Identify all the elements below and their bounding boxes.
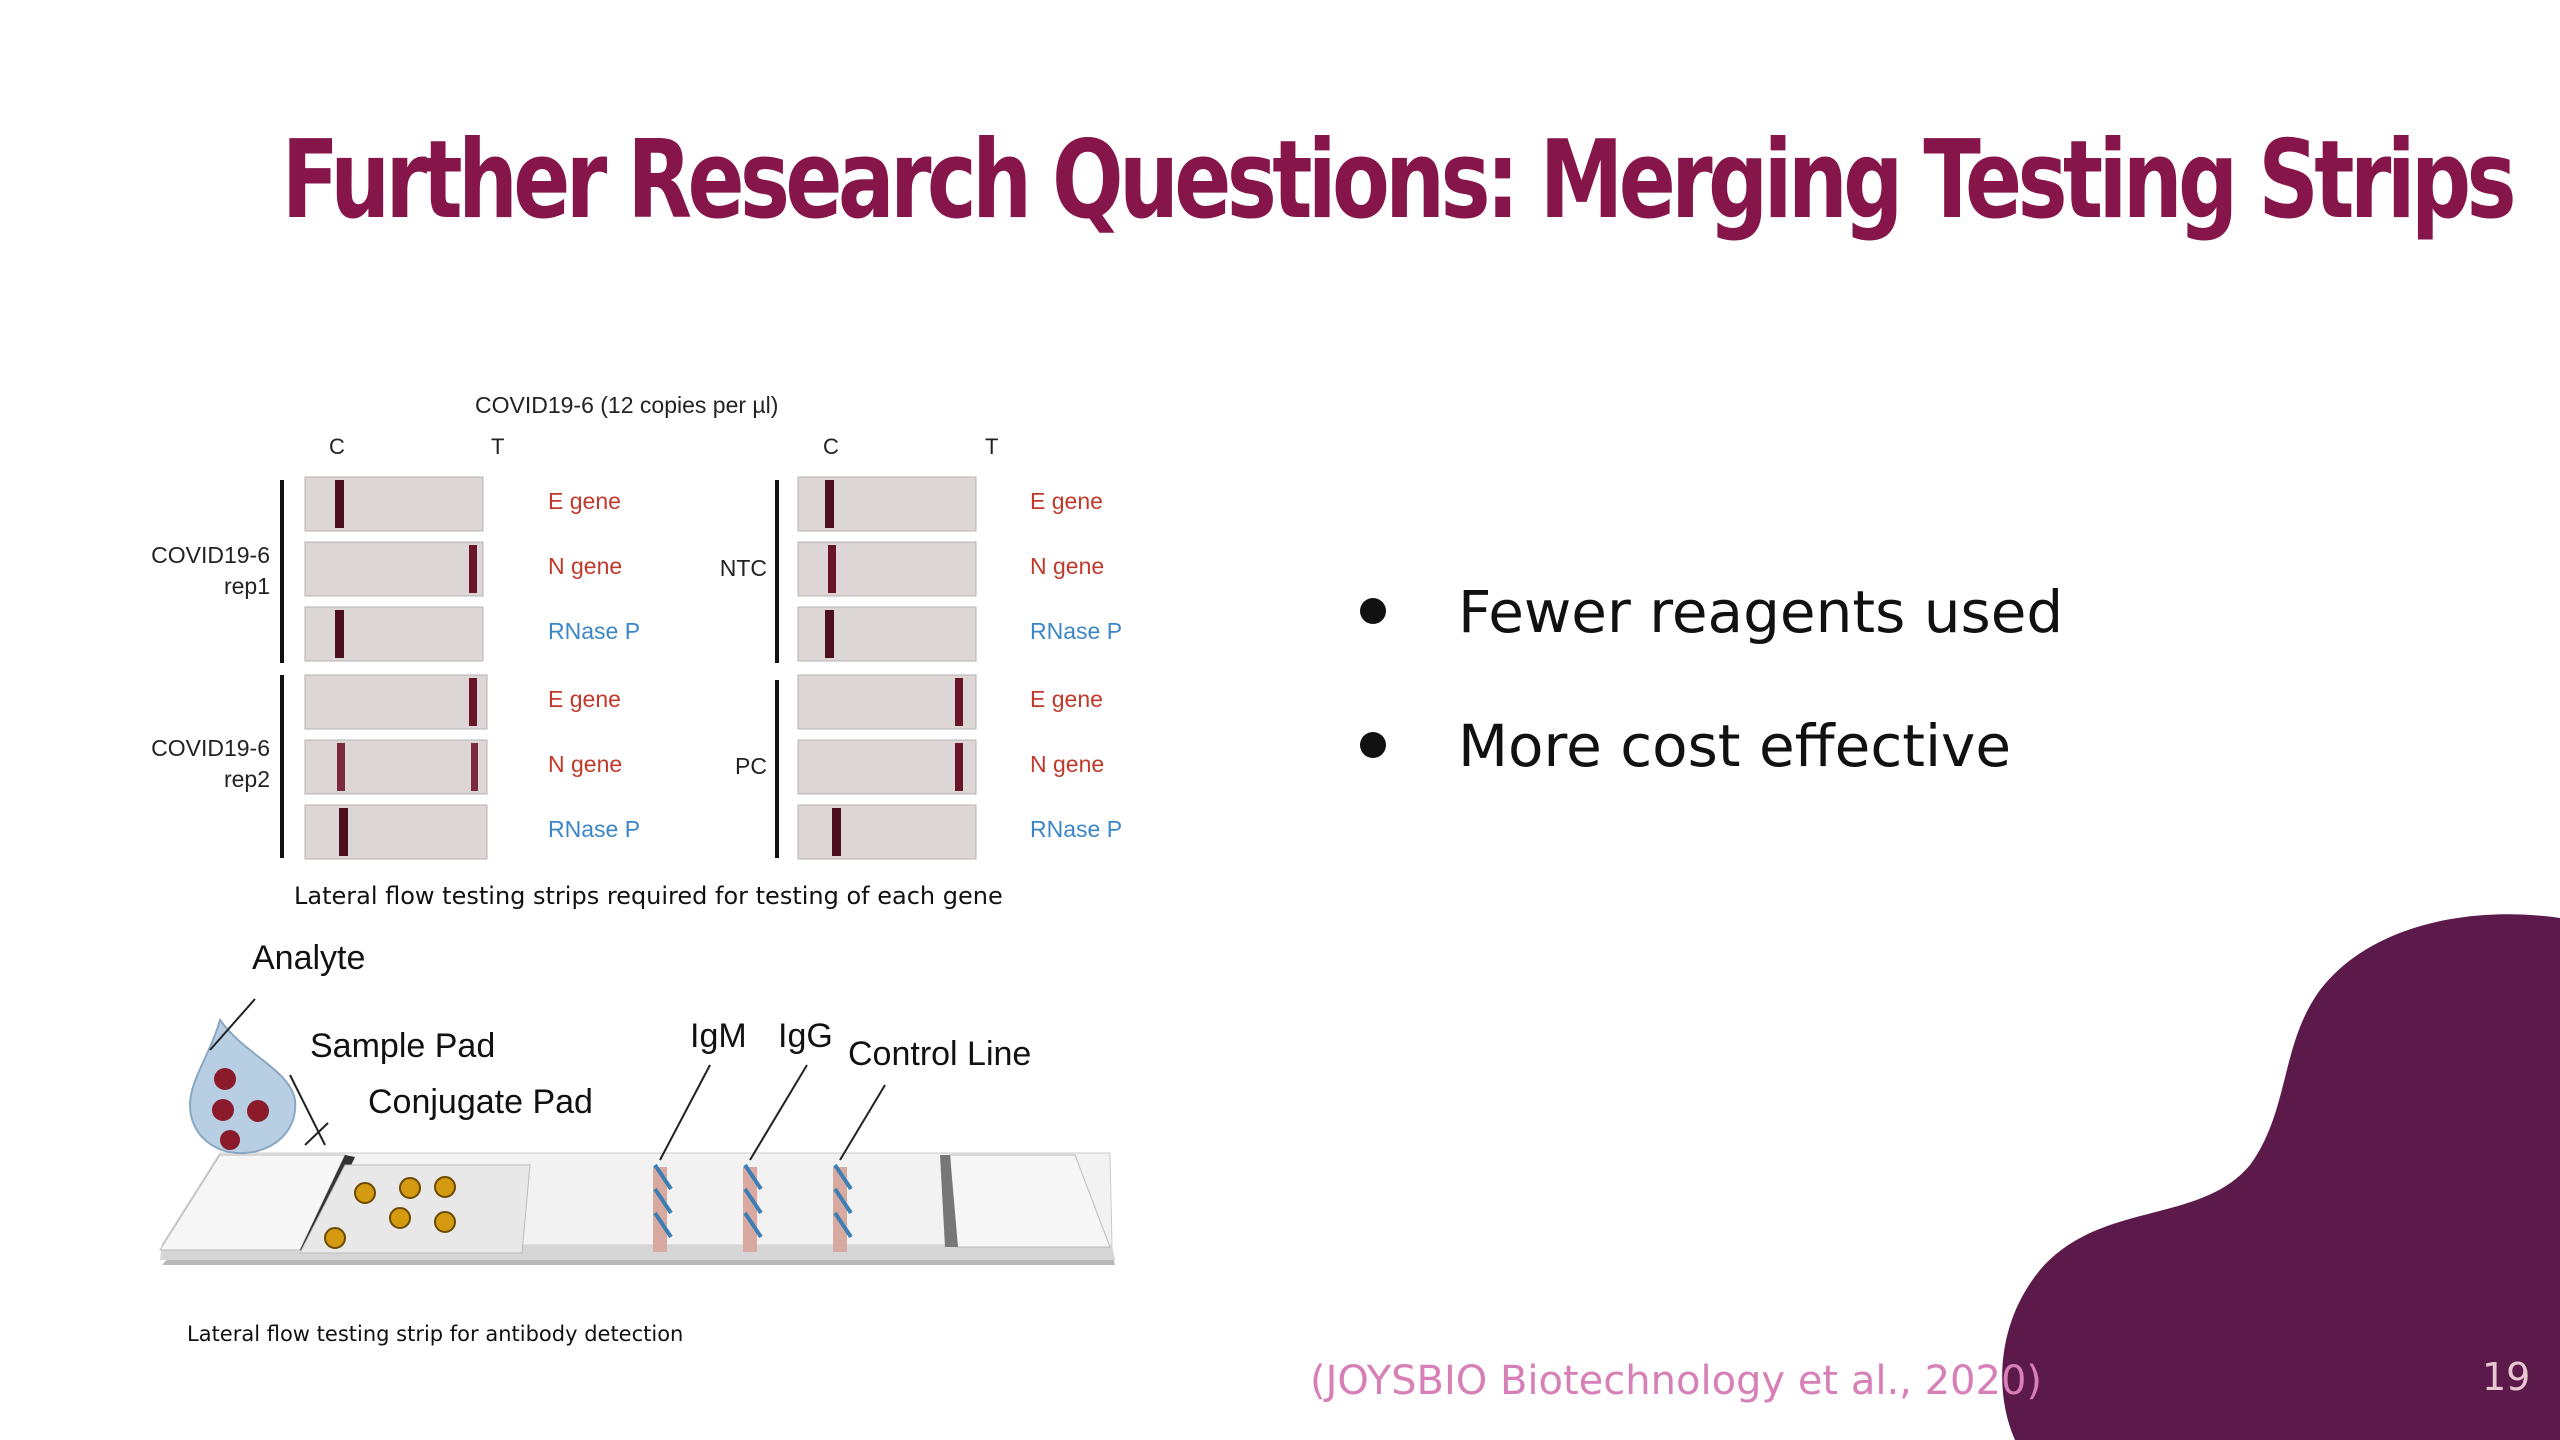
gene-label-ntc-n: N gene [1030, 553, 1104, 579]
column-c-label-right: C [823, 434, 839, 459]
column-c-label-left: C [329, 434, 345, 459]
figure-bottom-caption: Lateral flow testing strip for antibody … [187, 1322, 684, 1346]
label-igm: IgM [690, 1017, 747, 1055]
figure-top-caption: Lateral flow testing strips required for… [294, 882, 1003, 910]
gene-label-pc-n: N gene [1030, 751, 1104, 777]
page-number: 19 [2482, 1355, 2531, 1399]
group-label-rep2-line2: rep2 [224, 766, 270, 792]
column-t-label-right: T [985, 434, 998, 459]
label-analyte: Analyte [252, 939, 365, 977]
gene-label-ntc-e: E gene [1030, 488, 1103, 514]
strip-rep2-e [304, 674, 488, 730]
gene-label-rep2-rnasep: RNase P [548, 816, 640, 842]
strip-pc-e [797, 674, 977, 730]
group-label-rep1-line1: COVID19-6 [151, 542, 270, 568]
gene-label-rep1-n: N gene [548, 553, 622, 579]
strip-pc-n [797, 739, 977, 795]
group-label-rep1-line2: rep1 [224, 573, 270, 599]
strip-ntc-e [797, 476, 977, 532]
slide-title: Further Research Questions: Merging Test… [281, 118, 2517, 243]
group-label-ntc: NTC [720, 555, 767, 581]
gene-label-pc-e: E gene [1030, 686, 1103, 712]
lateral-flow-diagram: Analyte Sample Pad Conjugate Pad IgM IgG… [159, 939, 1115, 1265]
column-t-label-left: T [491, 434, 504, 459]
label-sample-pad: Sample Pad [310, 1027, 495, 1065]
gene-label-pc-rnasep: RNase P [1030, 816, 1122, 842]
group-label-rep2-line1: COVID19-6 [151, 735, 270, 761]
label-control-line: Control Line [848, 1035, 1031, 1073]
strip-rep2-rnasep [304, 804, 488, 860]
group-label-pc: PC [735, 753, 767, 779]
bullet-dot-icon [1360, 598, 1386, 624]
strip-ntc-rnasep [797, 606, 977, 662]
label-conjugate-pad: Conjugate Pad [368, 1083, 593, 1121]
gene-label-rep2-n: N gene [548, 751, 622, 777]
bullet-text: More cost effective [1458, 712, 2012, 780]
strip-results-figure: COVID19-6 (12 copies per µl) C T C T COV… [151, 392, 1122, 860]
strip-rep1-rnasep [304, 606, 484, 662]
gene-label-rep2-e: E gene [548, 686, 621, 712]
bullet-text: Fewer reagents used [1458, 578, 2064, 646]
strip-rep1-n [304, 541, 484, 597]
strip-ntc-n [797, 541, 977, 597]
bullet-dot-icon [1360, 732, 1386, 758]
citation: (JOYSBIO Biotechnology et al., 2020) [1310, 1358, 2042, 1404]
figure-heading: COVID19-6 (12 copies per µl) [475, 392, 778, 418]
strip-rep2-n [304, 739, 488, 795]
gene-label-ntc-rnasep: RNase P [1030, 618, 1122, 644]
strip-pc-rnasep [797, 804, 977, 860]
gene-label-rep1-e: E gene [548, 488, 621, 514]
label-igg: IgG [778, 1017, 833, 1055]
gene-label-rep1-rnasep: RNase P [548, 618, 640, 644]
strip-rep1-e [304, 476, 484, 532]
